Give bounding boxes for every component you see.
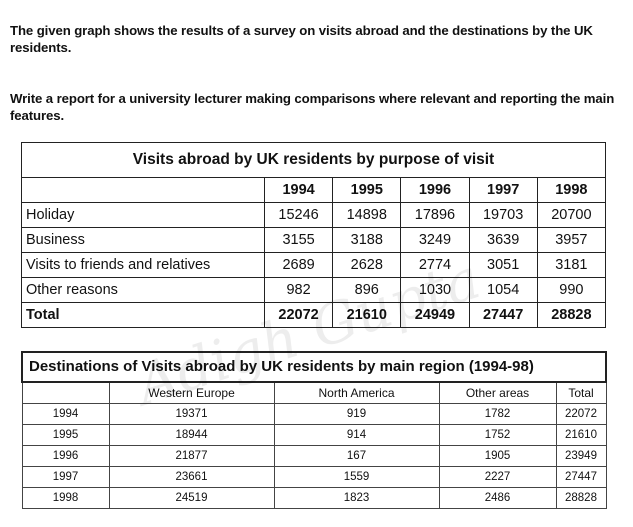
table-row: Visits to friends and relatives 2689 262… xyxy=(21,252,607,278)
cell-value: 990 xyxy=(536,277,607,303)
table-title: Destinations of Visits abroad by UK resi… xyxy=(21,351,607,383)
destinations-table: Destinations of Visits abroad by UK resi… xyxy=(21,351,607,509)
cell-value: 17896 xyxy=(400,202,470,228)
cell-value: 28828 xyxy=(536,302,607,328)
cell-value: 22072 xyxy=(555,403,607,425)
column-header: 1996 xyxy=(400,177,470,203)
cell-value: 27447 xyxy=(468,302,538,328)
cell-value: 22072 xyxy=(263,302,334,328)
table-row: Business 3155 3188 3249 3639 3957 xyxy=(21,227,607,253)
table-row: Holiday 15246 14898 17896 19703 20700 xyxy=(21,202,607,228)
cell-value: 896 xyxy=(332,277,402,303)
column-header: 1995 xyxy=(332,177,402,203)
table-row: 1994 19371 919 1782 22072 xyxy=(21,403,607,425)
cell-value: 3639 xyxy=(468,227,538,253)
cell-value: 21610 xyxy=(555,424,607,446)
cell-value: 2774 xyxy=(400,252,470,278)
header-blank-cell xyxy=(21,381,110,404)
cell-value: 3155 xyxy=(263,227,334,253)
table-row: 1997 23661 1559 2227 27447 xyxy=(21,466,607,488)
cell-value: 2628 xyxy=(332,252,402,278)
cell-value: 1559 xyxy=(273,466,440,488)
cell-value: 3249 xyxy=(400,227,470,253)
table-title: Visits abroad by UK residents by purpose… xyxy=(21,142,606,178)
cell-value: 1030 xyxy=(400,277,470,303)
cell-value: 3188 xyxy=(332,227,402,253)
cell-value: 1054 xyxy=(468,277,538,303)
cell-value: 19703 xyxy=(468,202,538,228)
column-header: Western Europe xyxy=(108,381,275,404)
row-label: Other reasons xyxy=(21,277,265,303)
row-label: 1994 xyxy=(21,403,110,425)
cell-value: 23661 xyxy=(108,466,275,488)
row-label: Visits to friends and relatives xyxy=(21,252,265,278)
cell-value: 167 xyxy=(273,445,440,467)
row-label: Total xyxy=(21,302,265,328)
cell-value: 3181 xyxy=(536,252,607,278)
table-row: 1998 24519 1823 2486 28828 xyxy=(21,487,607,509)
column-header: 1997 xyxy=(468,177,538,203)
row-label: Business xyxy=(21,227,265,253)
table-row: 1996 21877 167 1905 23949 xyxy=(21,445,607,467)
row-label: Holiday xyxy=(21,202,265,228)
task-description: The given graph shows the results of a s… xyxy=(10,23,593,55)
row-label: 1998 xyxy=(21,487,110,509)
column-header: North America xyxy=(273,381,440,404)
cell-value: 21610 xyxy=(332,302,402,328)
cell-value: 19371 xyxy=(108,403,275,425)
cell-value: 2486 xyxy=(438,487,557,509)
cell-value: 919 xyxy=(273,403,440,425)
cell-value: 27447 xyxy=(555,466,607,488)
table-row: Other reasons 982 896 1030 1054 990 xyxy=(21,277,607,303)
cell-value: 914 xyxy=(273,424,440,446)
row-label: 1995 xyxy=(21,424,110,446)
cell-value: 28828 xyxy=(555,487,607,509)
cell-value: 23949 xyxy=(555,445,607,467)
cell-value: 20700 xyxy=(536,202,607,228)
cell-value: 982 xyxy=(263,277,334,303)
purpose-of-visit-table: Visits abroad by UK residents by purpose… xyxy=(21,142,607,328)
cell-value: 1782 xyxy=(438,403,557,425)
table-row-total: Total 22072 21610 24949 27447 28828 xyxy=(21,302,607,328)
cell-value: 15246 xyxy=(263,202,334,228)
cell-value: 3957 xyxy=(536,227,607,253)
cell-value: 2689 xyxy=(263,252,334,278)
cell-value: 1823 xyxy=(273,487,440,509)
header-blank-cell xyxy=(21,177,265,203)
table-row: 1995 18944 914 1752 21610 xyxy=(21,424,607,446)
cell-value: 18944 xyxy=(108,424,275,446)
column-header: Other areas xyxy=(438,381,557,404)
cell-value: 21877 xyxy=(108,445,275,467)
task-instruction: Write a report for a university lecturer… xyxy=(10,91,615,123)
cell-value: 14898 xyxy=(332,202,402,228)
cell-value: 24519 xyxy=(108,487,275,509)
cell-value: 24949 xyxy=(400,302,470,328)
column-header: 1998 xyxy=(536,177,607,203)
cell-value: 2227 xyxy=(438,466,557,488)
row-label: 1996 xyxy=(21,445,110,467)
row-label: 1997 xyxy=(21,466,110,488)
cell-value: 1752 xyxy=(438,424,557,446)
column-header: 1994 xyxy=(263,177,334,203)
column-header: Total xyxy=(555,381,607,404)
cell-value: 3051 xyxy=(468,252,538,278)
cell-value: 1905 xyxy=(438,445,557,467)
